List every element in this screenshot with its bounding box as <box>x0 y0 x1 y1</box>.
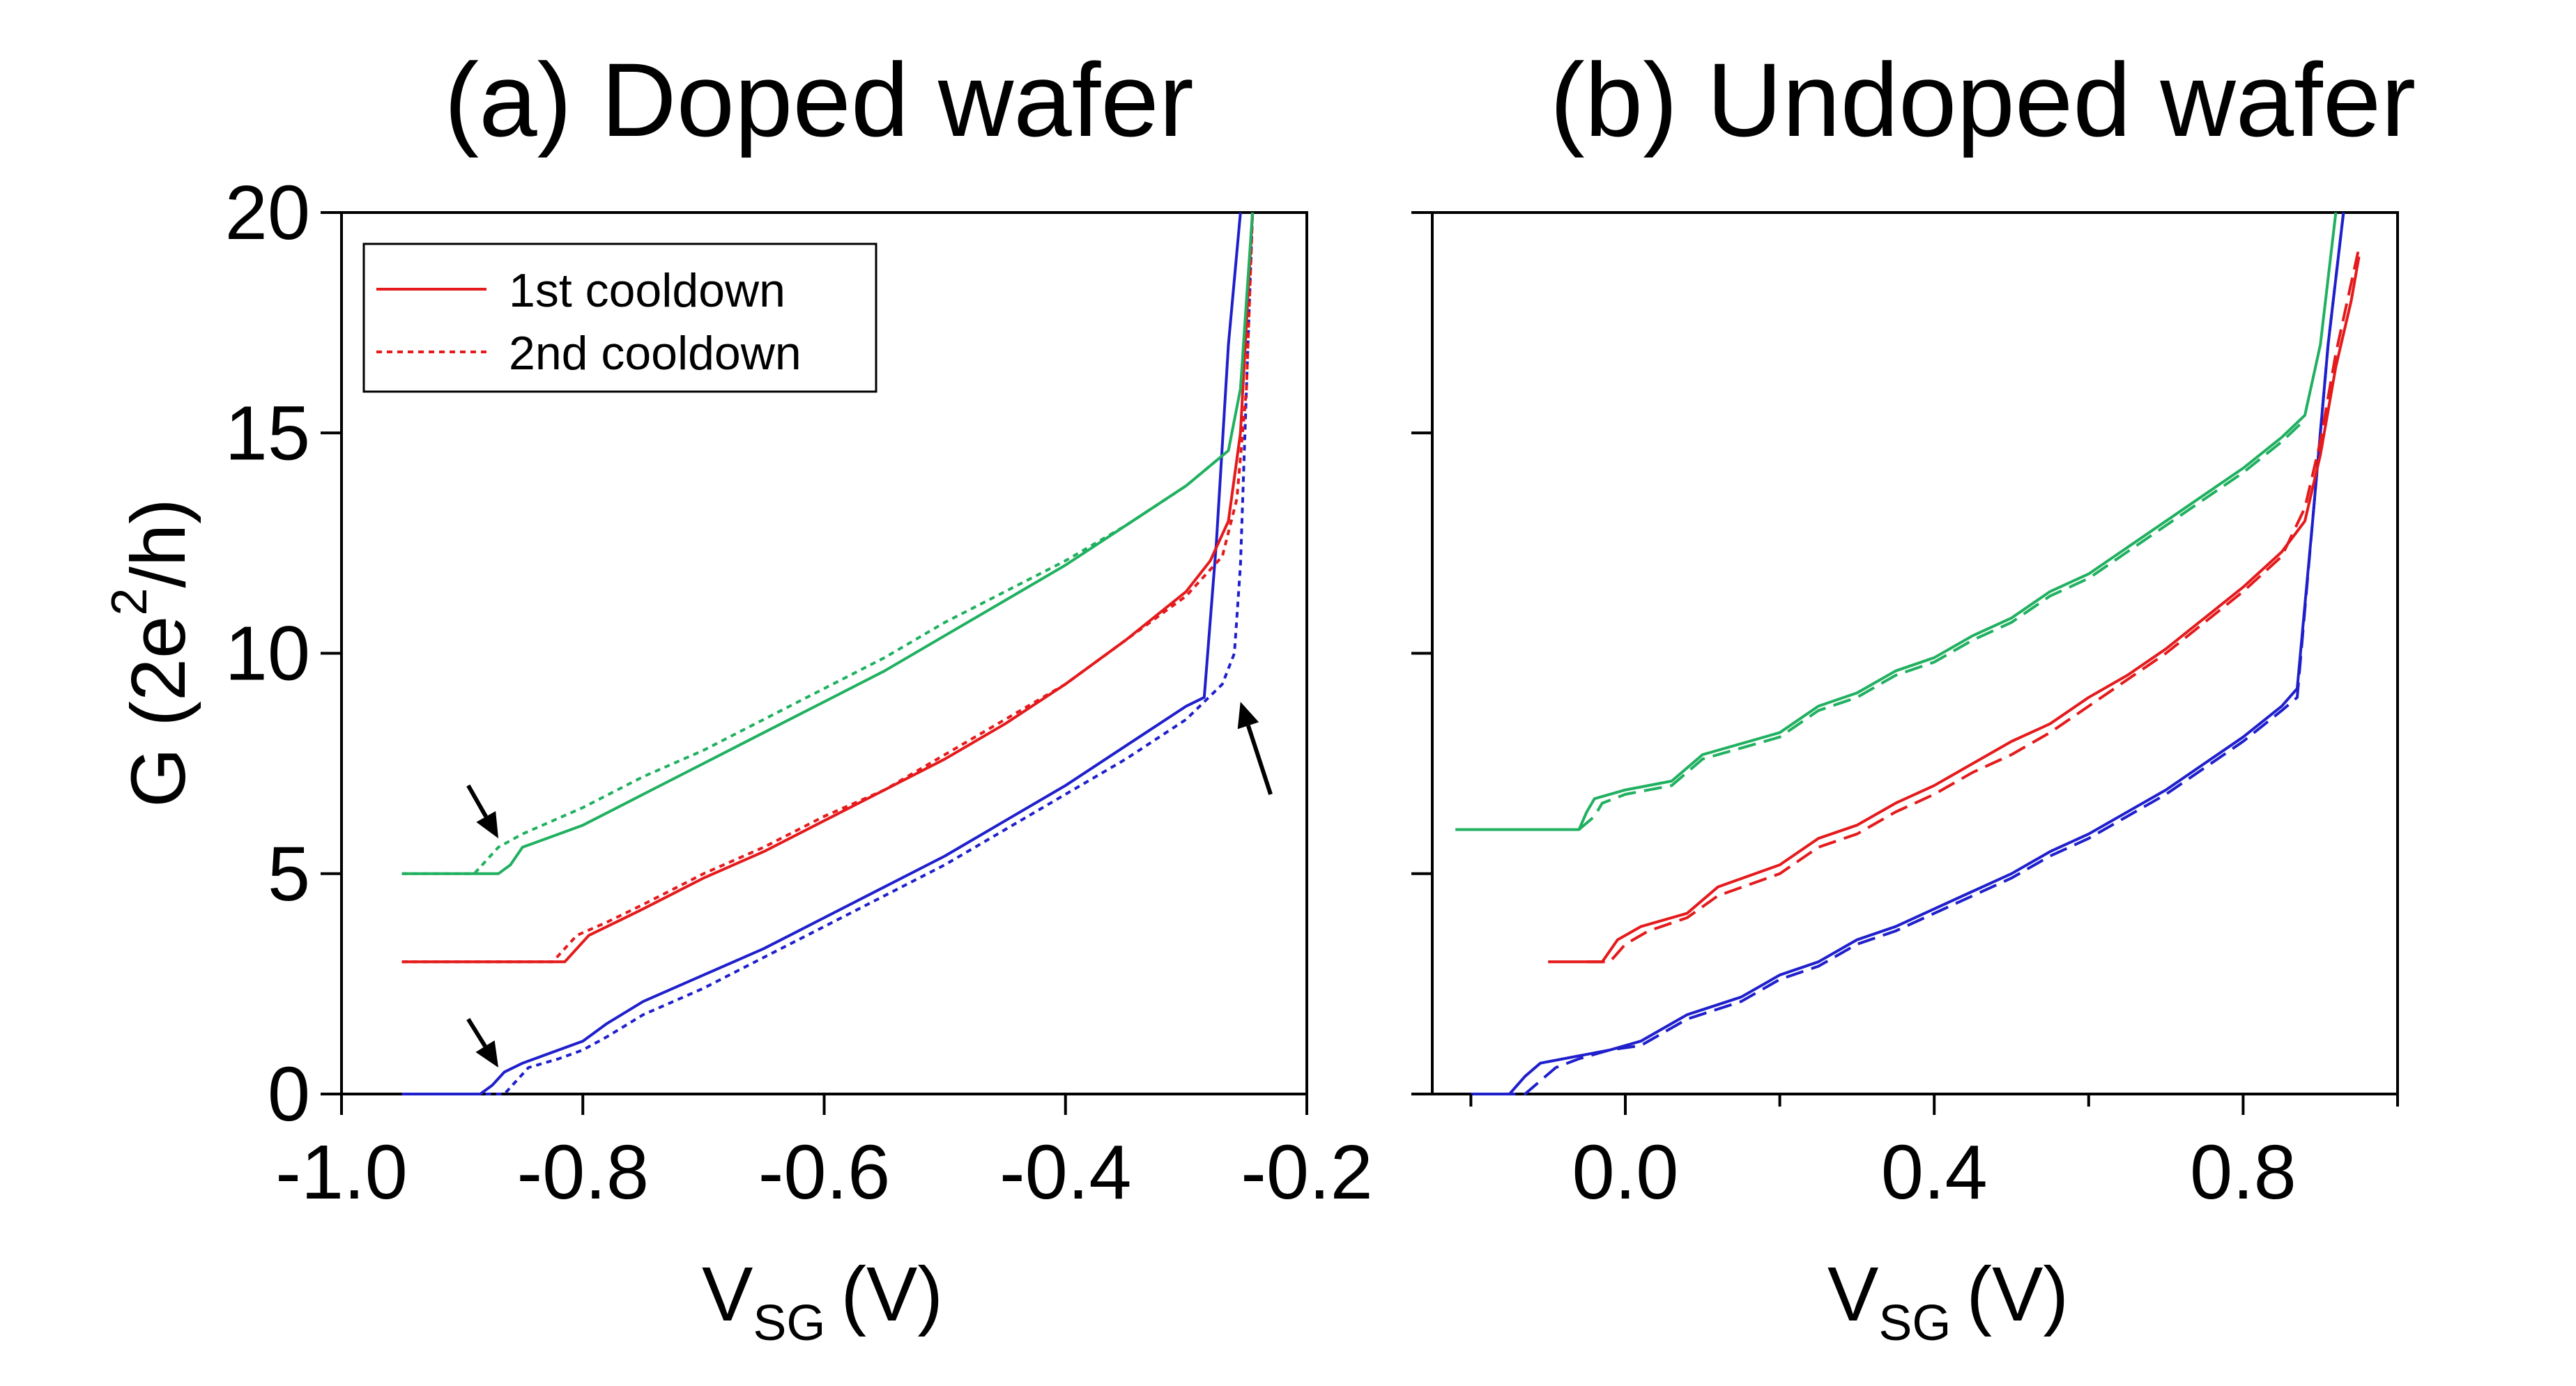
panel-a-title: (a) Doped wafer <box>444 41 1194 158</box>
series-line-red-1st-cooldown <box>1548 256 2361 964</box>
panel-b-undoped: (b) Undoped wafer 0.0 0.4 0.8 VSG (V) <box>1411 41 2416 1351</box>
panel-a-doped: (a) Doped wafer -1.0 -0.8 -0.6 -0.4 -0.2 0 5 1… <box>102 41 1373 1351</box>
legend: 1st cooldown 2nd cooldown <box>362 242 877 393</box>
x-tick-label: -0.2 <box>1241 1130 1373 1215</box>
y-tick-label: 20 <box>225 170 310 256</box>
panel-b-x-axis-label-unit: (V) <box>1966 1252 2069 1337</box>
series-line-blue-1st-cooldown <box>401 212 1242 1095</box>
panel-a-x-axis-label-unit: (V) <box>841 1252 943 1337</box>
panel-b-title: (b) Undoped wafer <box>1550 41 2416 158</box>
y-axis-label-end: /h) <box>116 498 201 587</box>
arrow-icon <box>1237 702 1259 730</box>
y-tick-label: 15 <box>225 390 310 476</box>
series-line-blue-2nd-cooldown <box>1471 212 2345 1095</box>
y-axis-label: G (2e2/h) <box>102 498 201 808</box>
panel-b-y-ticks <box>1411 211 1432 1095</box>
panel-b-series <box>1455 212 2361 1095</box>
y-axis-label-main: G (2e <box>116 616 201 808</box>
panel-a-x-axis-label-sub: SG <box>753 1295 825 1351</box>
arrow-shaft <box>466 1017 487 1048</box>
arrow-icon <box>475 1040 499 1068</box>
x-tick-label: 0.4 <box>1881 1130 1988 1215</box>
series-line-green-2nd-cooldown <box>1578 418 2306 831</box>
arrow-shaft <box>466 784 488 818</box>
panel-b-x-axis-label-v: V <box>1827 1252 1878 1337</box>
panel-a-x-axis-label: VSG (V) <box>702 1252 943 1351</box>
series-line-green-2nd-cooldown <box>401 449 1229 875</box>
arrow-shaft <box>1246 725 1273 795</box>
legend-label-1st-cooldown: 1st cooldown <box>509 264 785 317</box>
panel-b-x-axis-label: VSG (V) <box>1827 1252 2069 1351</box>
x-tick-label: -0.4 <box>999 1130 1132 1215</box>
panel-a-x-ticks: -1.0 -0.8 -0.6 -0.4 -0.2 <box>275 1094 1373 1215</box>
x-tick-label: -0.6 <box>758 1130 891 1215</box>
y-axis-label-superscript: 2 <box>102 588 158 616</box>
panel-a-x-axis-label-v: V <box>702 1252 753 1337</box>
y-tick-label: 0 <box>268 1052 310 1137</box>
arrow-icon <box>476 810 499 839</box>
series-line-green-1st-cooldown <box>1455 212 2338 831</box>
legend-box <box>362 242 877 393</box>
series-line-red-2nd-cooldown <box>1586 247 2361 964</box>
x-tick-label: -1.0 <box>275 1130 408 1215</box>
series-line-blue-1st-cooldown <box>1471 212 2345 1095</box>
y-tick-label: 5 <box>268 831 310 917</box>
panel-b-x-axis-label-sub: SG <box>1878 1295 1951 1351</box>
x-tick-label: 0.0 <box>1572 1130 1679 1215</box>
y-tick-label: 10 <box>225 611 310 697</box>
series-line-red-1st-cooldown <box>401 212 1255 964</box>
x-tick-label: -0.8 <box>516 1130 649 1215</box>
legend-label-2nd-cooldown: 2nd cooldown <box>509 327 802 380</box>
panel-b-x-ticks: 0.0 0.4 0.8 <box>1469 1094 2399 1215</box>
panel-a-y-ticks: 0 5 10 15 20 <box>225 170 342 1137</box>
panel-a-series <box>401 212 1255 1095</box>
x-tick-label: 0.8 <box>2190 1130 2297 1215</box>
panel-a-arrows <box>466 702 1273 1068</box>
series-line-red-2nd-cooldown <box>401 212 1255 964</box>
